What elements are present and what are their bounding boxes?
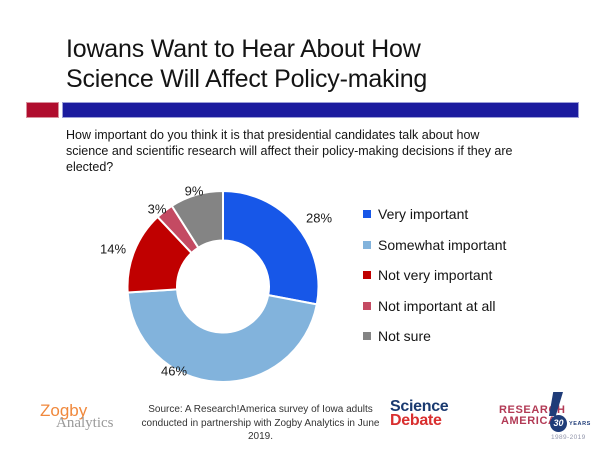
source-line-2: conducted in partnership with Zogby Anal… (141, 417, 380, 443)
science-debate-logo: Science Debate (390, 398, 449, 429)
donut-slice-not-sure (170, 190, 224, 249)
legend-item-not-very-important: Not very important (363, 260, 506, 291)
accent-bar-blue (62, 102, 579, 118)
science-word: Science (390, 398, 449, 415)
slice-label-very-important: 28% (305, 210, 333, 226)
donut-slice-somewhat-important (126, 288, 318, 383)
legend-swatch-not-important-at-all (363, 301, 371, 310)
legend-swatch-very-important (363, 210, 371, 219)
zogby-logo-word: Zogby (40, 401, 88, 420)
accent-bar-red (26, 102, 59, 118)
slice-label-not-important-at-all: 3% (147, 201, 167, 217)
legend-item-not-important-at-all: Not important at all (363, 291, 506, 322)
legend-label: Not important at all (378, 297, 496, 314)
anniversary-year-range: 1989-2019 (551, 434, 586, 441)
zogby-analytics-word: Analytics (56, 415, 114, 431)
america-word: AMERICA (501, 414, 557, 427)
legend-label: Not very important (378, 267, 493, 284)
debate-word: Debate (390, 411, 442, 429)
legend-item-very-important: Very important (363, 199, 506, 230)
legend-swatch-not-sure (363, 332, 371, 341)
badge-years-label: YEARS (569, 421, 591, 427)
legend-swatch-not-very-important (363, 271, 371, 280)
legend-item-somewhat-important: Somewhat important (363, 230, 506, 261)
source-attribution: Source: A Research!America survey of Iow… (133, 403, 388, 444)
legend-label: Very important (378, 206, 469, 223)
anniversary-badge-icon: 30 (550, 415, 567, 432)
legend-item-not-sure: Not sure (363, 321, 506, 352)
research-america-logo: RESEARCH AMERICA 30 YEARS 1989-2019 (487, 392, 597, 444)
donut-slice-very-important (222, 190, 320, 306)
slice-label-not-sure: 9% (184, 183, 204, 199)
badge-number: 30 (553, 418, 564, 428)
legend-swatch-somewhat-important (363, 240, 371, 249)
legend-label: Not sure (378, 328, 431, 345)
slice-label-not-very-important: 14% (99, 241, 127, 257)
research-america-wordmark: RESEARCH AMERICA (499, 405, 566, 426)
title-line-1: Iowans Want to Hear About How (66, 35, 421, 63)
zogby-analytics-logo: Zogby Analytics (40, 401, 114, 431)
slice-label-somewhat-important: 46% (160, 363, 188, 379)
chart-legend: Very important Somewhat important Not ve… (363, 199, 506, 352)
title-line-2: Science Will Affect Policy-making (66, 65, 428, 93)
source-line-1: Source: A Research!America survey of Iow… (148, 404, 373, 415)
survey-question: How important do you think it is that pr… (66, 128, 513, 174)
research-word: RESEARCH (499, 404, 566, 416)
page-title: Iowans Want to Hear About How Science Wi… (66, 34, 566, 94)
legend-label: Somewhat important (378, 236, 507, 253)
